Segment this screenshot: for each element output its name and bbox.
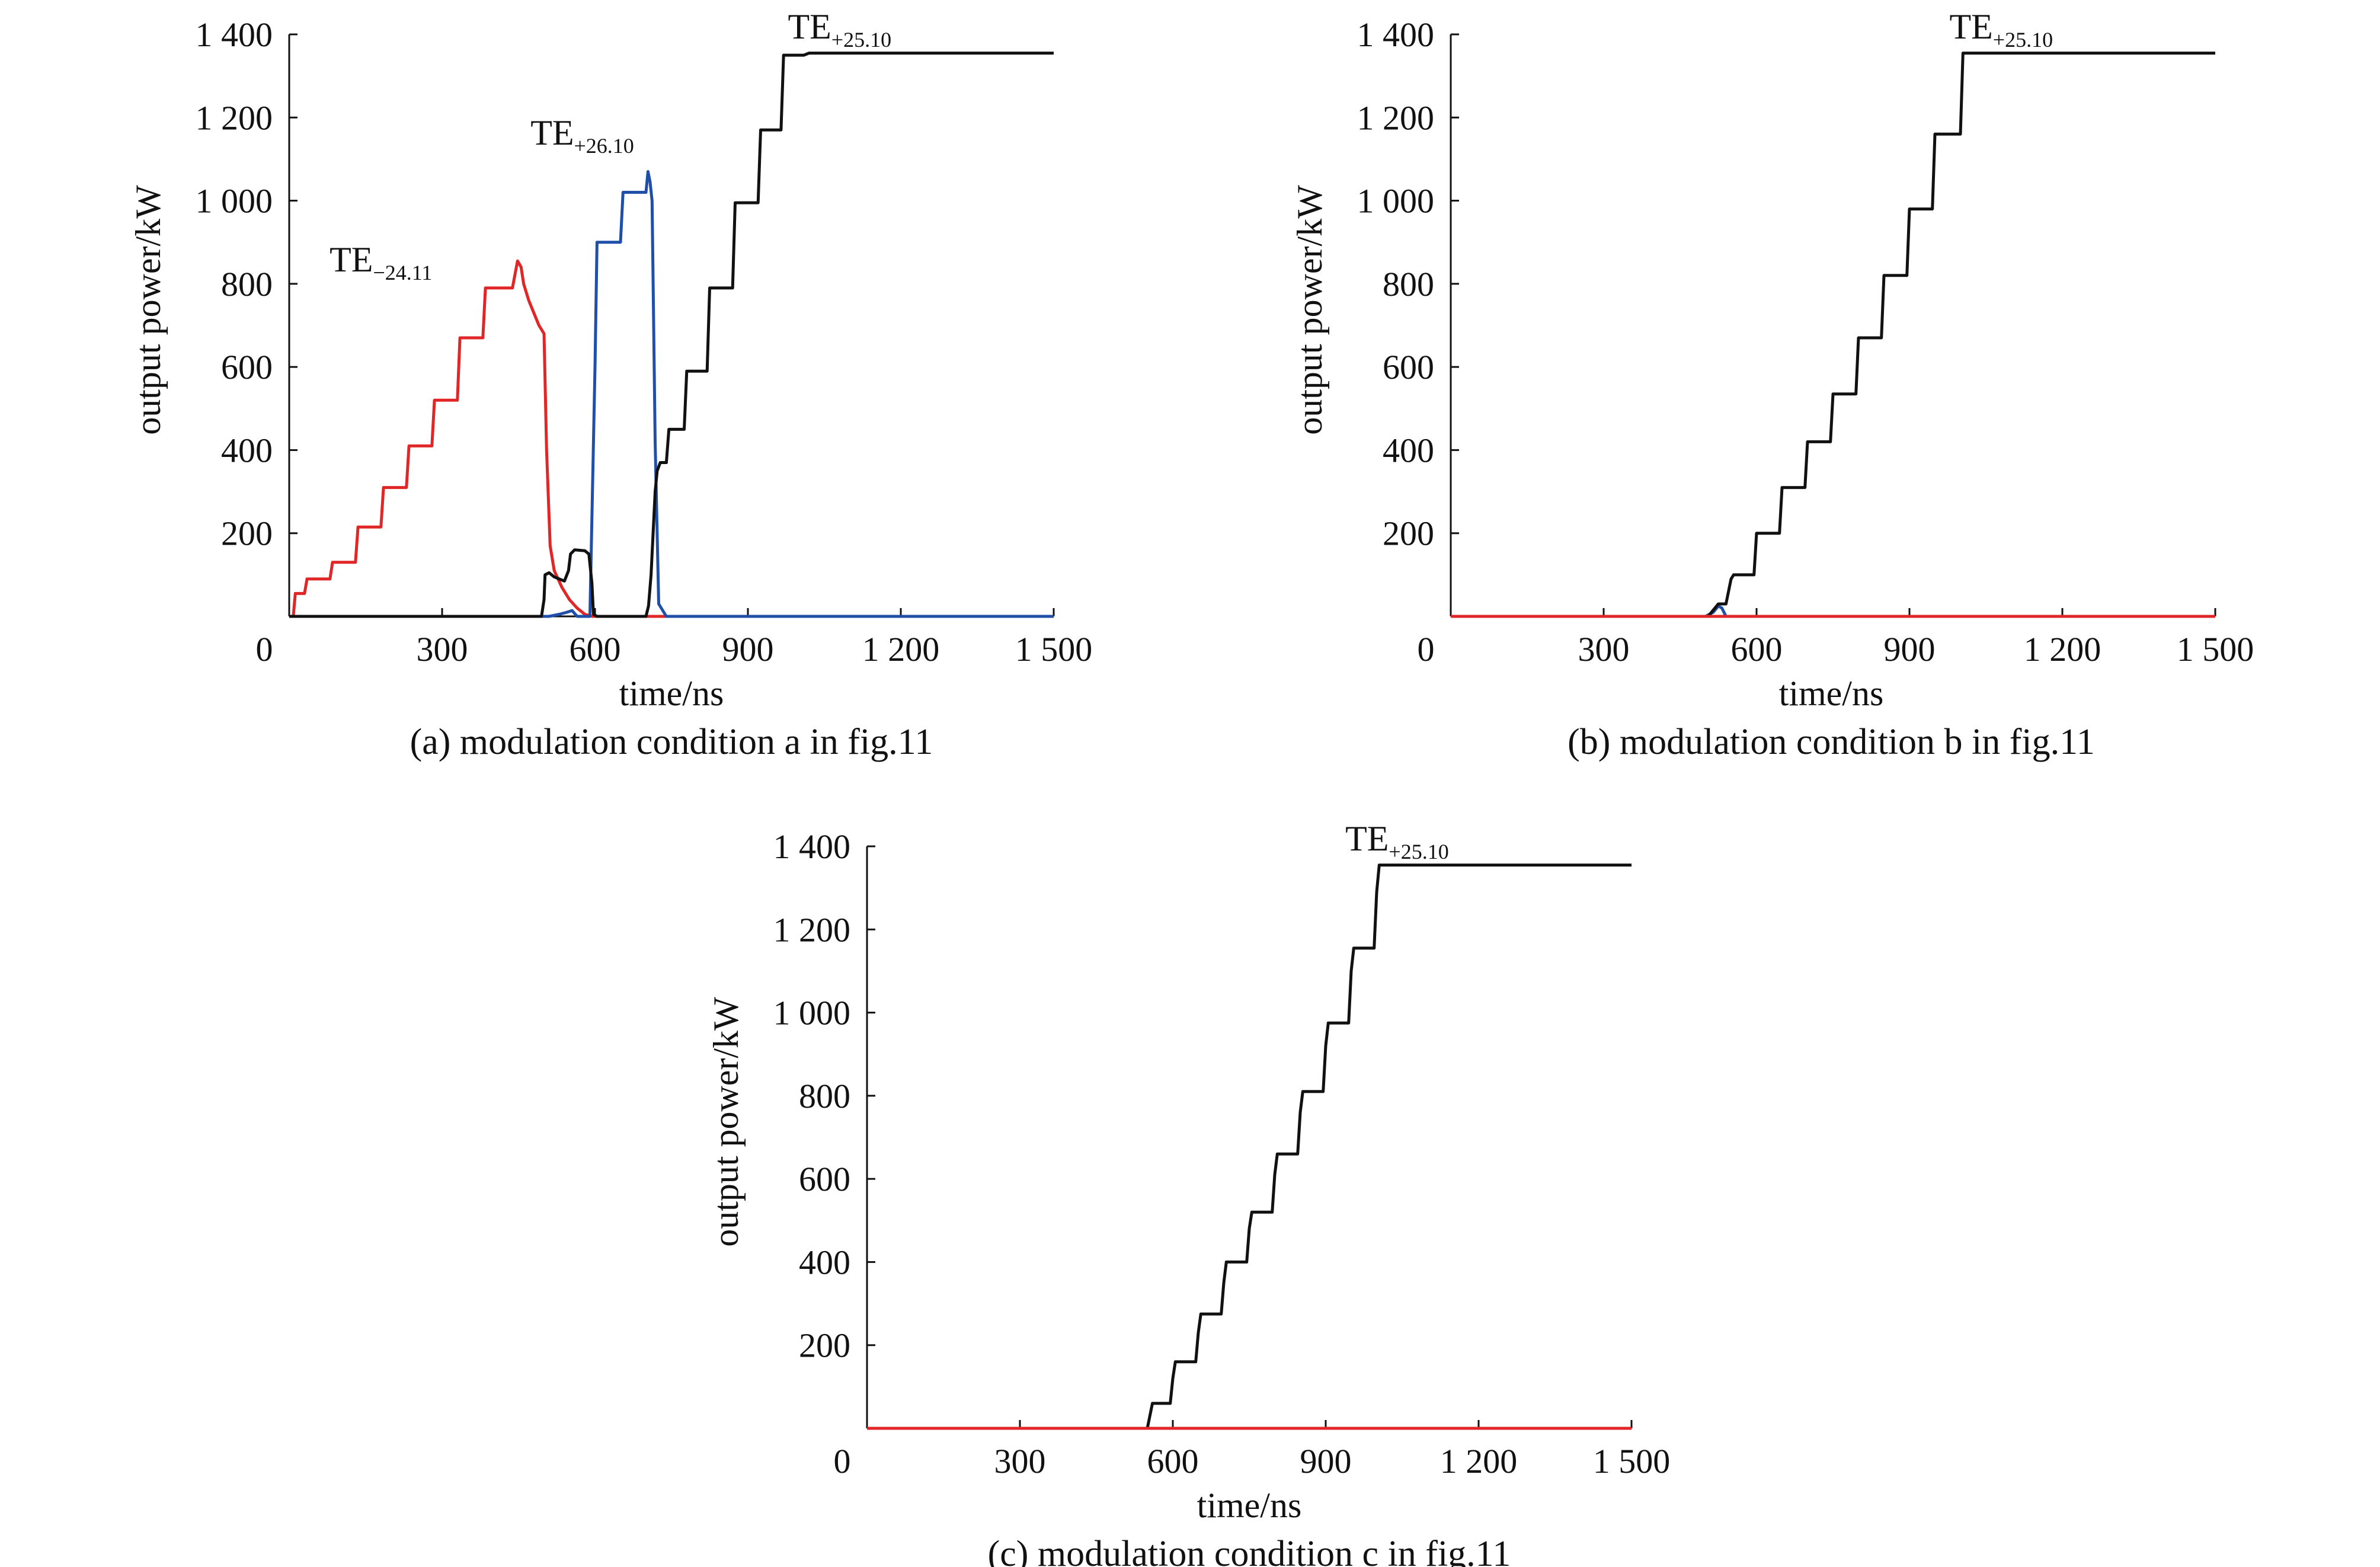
- y-tick-label: 600: [1383, 348, 1434, 386]
- x-tick-label: 300: [994, 1442, 1046, 1480]
- y-tick-label: 600: [799, 1160, 850, 1198]
- y-tick-label: 1 000: [196, 182, 273, 220]
- y-tick-label: 1 000: [773, 994, 851, 1032]
- series-annotation: TE+25.10: [1949, 7, 2053, 52]
- series-line-te-25-10: [1451, 52, 2215, 618]
- y-tick-label: 200: [799, 1326, 850, 1365]
- y-tick-label: 1 200: [773, 910, 851, 949]
- series-annotation: TE+26.10: [530, 113, 634, 158]
- series-line-te-25-10: [289, 52, 1054, 618]
- x-tick-label: 1 500: [2177, 630, 2254, 669]
- x-tick-label: 600: [1147, 1442, 1199, 1480]
- y-tick-label: 1 200: [1357, 98, 1435, 137]
- series-line-te-25-10: [867, 864, 1632, 1430]
- x-tick-label: 1 200: [1440, 1442, 1518, 1480]
- x-tick-label: 1 200: [2024, 630, 2101, 669]
- y-tick-label: 1 400: [1357, 15, 1435, 54]
- y-tick-label: 400: [221, 431, 273, 469]
- x-tick-label: 600: [1731, 630, 1783, 669]
- y-axis-label: output power/kW: [129, 185, 168, 435]
- y-tick-label: 1 400: [196, 15, 273, 54]
- x-axis-label: time/ns: [1197, 1486, 1302, 1525]
- series-annotation: TE−24.11: [330, 240, 432, 284]
- origin-label: 0: [1418, 630, 1435, 669]
- x-tick-label: 1 500: [1015, 630, 1093, 669]
- panel-b: output power/kW time/ns (b) modulation c…: [1290, 7, 2254, 762]
- series-line-te-26-10: [289, 170, 1054, 618]
- x-tick-label: 900: [1884, 630, 1936, 669]
- x-tick-label: 300: [1578, 630, 1630, 669]
- y-tick-label: 200: [1383, 514, 1434, 553]
- panel-caption: (a) modulation condition a in fig.11: [410, 722, 933, 762]
- series-annotation: TE+25.10: [1345, 819, 1449, 864]
- series-line-blue: [1451, 605, 2215, 618]
- x-tick-label: 900: [722, 630, 774, 669]
- y-axis-label: output power/kW: [1290, 185, 1329, 435]
- series-line-te-24-11: [289, 259, 1054, 618]
- panel-caption: (c) modulation condition c in fig.11: [988, 1534, 1511, 1567]
- series-annotation: TE+25.10: [788, 7, 891, 52]
- x-tick-label: 300: [417, 630, 468, 669]
- x-tick-label: 900: [1300, 1442, 1352, 1480]
- x-axis-label: time/ns: [1779, 674, 1884, 713]
- y-tick-label: 600: [221, 348, 273, 386]
- y-tick-label: 800: [799, 1077, 850, 1115]
- x-tick-label: 1 200: [862, 630, 940, 669]
- y-tick-label: 800: [221, 265, 273, 303]
- panel-caption: (b) modulation condition b in fig.11: [1568, 722, 2095, 762]
- x-axis-label: time/ns: [619, 674, 724, 713]
- panel-c: output power/kW time/ns (c) modulation c…: [706, 819, 1670, 1567]
- x-tick-label: 600: [570, 630, 621, 669]
- y-tick-label: 1 200: [196, 98, 273, 137]
- y-tick-label: 400: [799, 1243, 850, 1281]
- y-tick-label: 400: [1383, 431, 1434, 469]
- y-tick-label: 1 400: [773, 827, 851, 866]
- y-axis-label: output power/kW: [706, 997, 746, 1247]
- origin-label: 0: [256, 630, 273, 669]
- y-tick-label: 800: [1383, 265, 1434, 303]
- panel-a: output power/kW time/ns (a) modulation c…: [129, 7, 1092, 762]
- y-tick-label: 1 000: [1357, 182, 1435, 220]
- origin-label: 0: [834, 1442, 851, 1480]
- x-tick-label: 1 500: [1593, 1442, 1671, 1480]
- y-tick-label: 200: [221, 514, 273, 553]
